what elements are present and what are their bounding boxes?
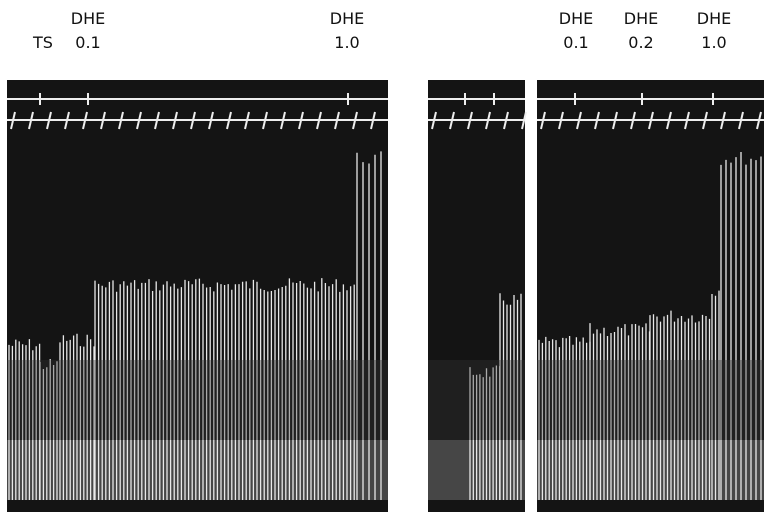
dose-label: 1.0 xyxy=(701,33,726,52)
dose-label: 0.1 xyxy=(563,33,588,52)
drug-label: DHE xyxy=(71,9,105,28)
drug-label: DHE xyxy=(624,9,658,28)
dose-label: 1.0 xyxy=(334,33,359,52)
drug-label: DHE xyxy=(697,9,731,28)
figure: TS DHE 0.1 DHE 1.0 DHE 0.1 DHE 0.2 DHE 1… xyxy=(0,0,764,514)
mid-shade xyxy=(537,360,764,440)
dose-label: 0.1 xyxy=(75,33,100,52)
dose-label: 0.2 xyxy=(628,33,653,52)
drug-label: DHE xyxy=(559,9,593,28)
baseline-band xyxy=(7,440,388,500)
recording: TS DHE 0.1 DHE 1.0 DHE 0.1 DHE 0.2 DHE 1… xyxy=(0,0,764,514)
mid-shade xyxy=(428,360,525,440)
stimulus-label: TS xyxy=(32,33,53,52)
drug-label: DHE xyxy=(330,9,364,28)
mid-shade xyxy=(7,360,388,440)
